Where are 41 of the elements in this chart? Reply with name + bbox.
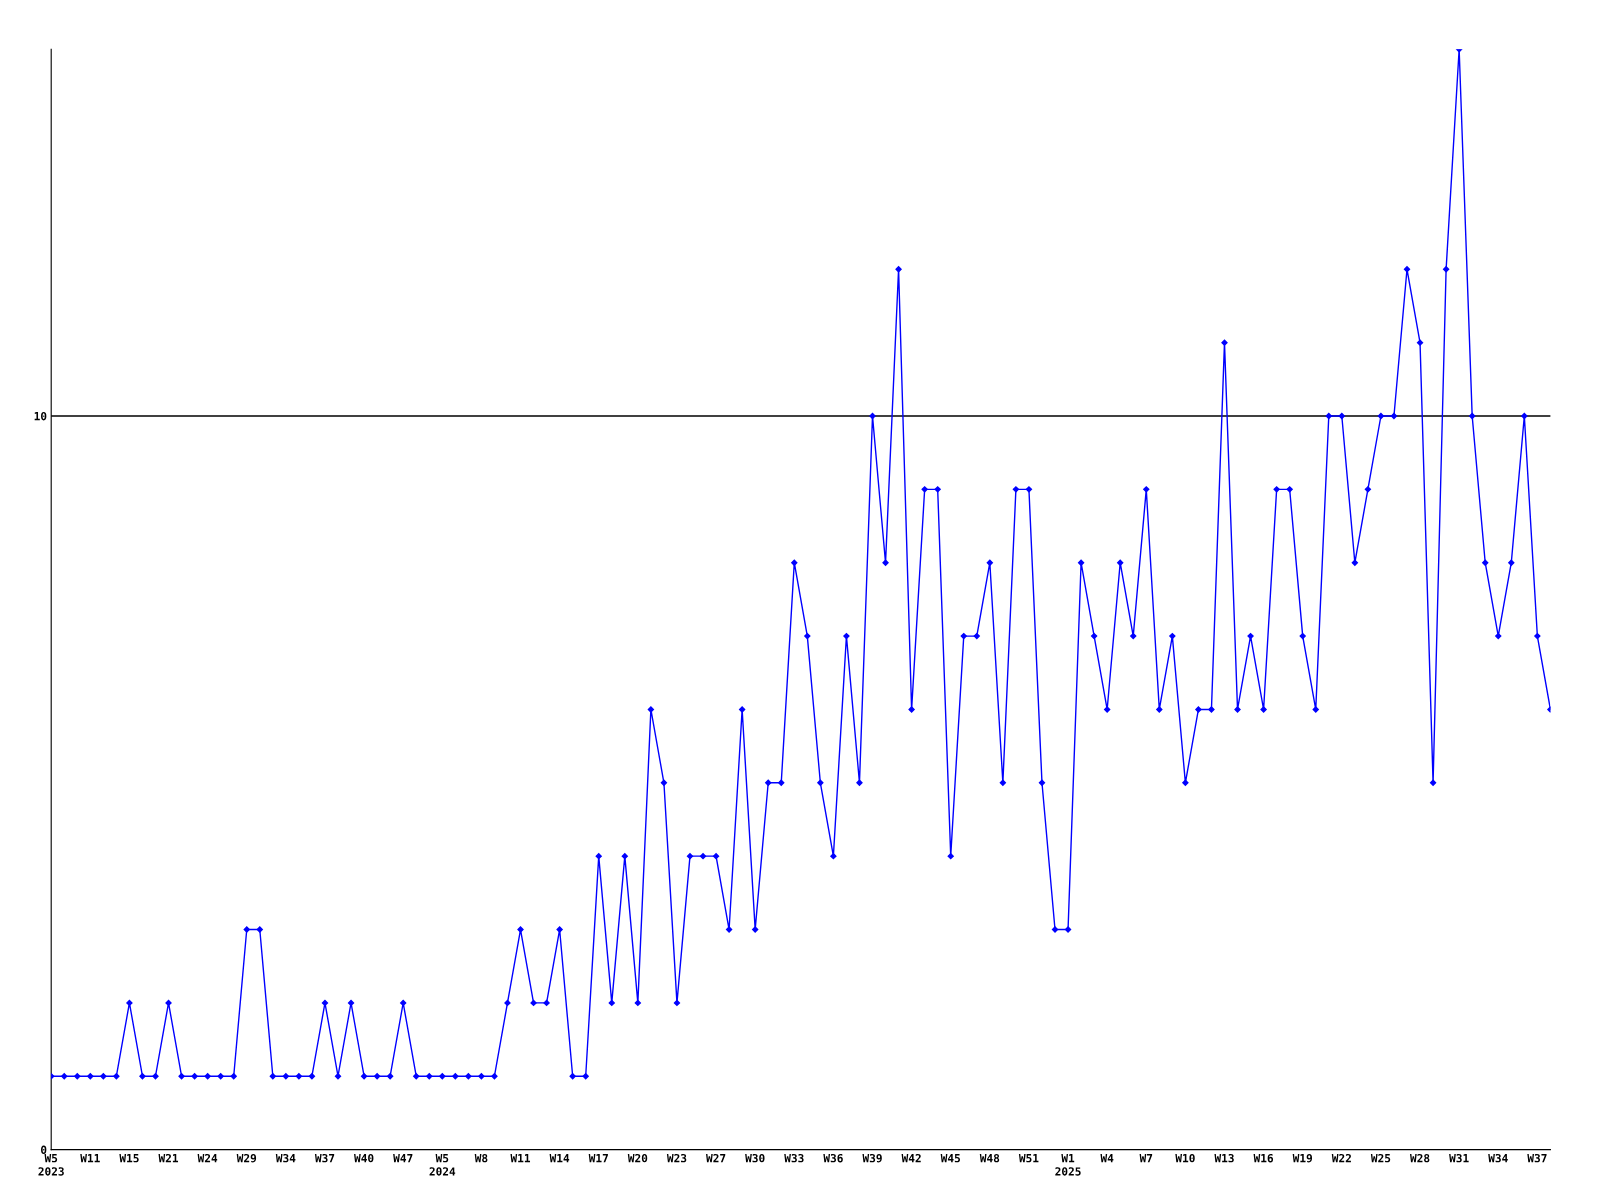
x-tick-label: W40 — [354, 1153, 374, 1163]
x-tick-label: W36 — [823, 1153, 843, 1163]
x-tick-label: W33 — [784, 1153, 804, 1163]
x-tick-label: W4 — [1100, 1154, 1114, 1163]
x-tick-label: W29 — [236, 1153, 257, 1163]
x-tick-label: W5 2023 — [38, 1154, 64, 1176]
y-tick-label: 0 — [41, 1145, 47, 1154]
x-tick-label: W5 2024 — [429, 1154, 456, 1176]
x-tick-label: W20 — [627, 1153, 648, 1163]
x-tick-label: W51 — [1018, 1154, 1039, 1163]
x-tick-label: W45 — [940, 1154, 960, 1163]
x-tick-label: W14 — [549, 1154, 570, 1163]
x-tick-label: W21 — [158, 1153, 179, 1163]
x-tick-label: W8 — [474, 1153, 488, 1163]
x-tick-label: W47 — [393, 1154, 413, 1163]
x-tick-label: W11 — [510, 1154, 531, 1163]
x-tick-label: W1 2025 — [1055, 1154, 1081, 1176]
x-tick-label: W37 — [314, 1153, 335, 1163]
x-tick-label: W48 — [979, 1153, 1000, 1163]
x-tick-label: W24 — [197, 1153, 218, 1163]
x-tick-label: W34 — [1488, 1153, 1508, 1163]
x-tick-label: W19 — [1292, 1154, 1313, 1163]
x-tick-label: W11 — [80, 1154, 100, 1163]
x-tick-label: W30 — [745, 1153, 765, 1163]
x-tick-label: W10 — [1175, 1153, 1195, 1163]
x-tick-label: W23 — [666, 1153, 687, 1163]
x-tick-label: W28 — [1410, 1153, 1430, 1163]
x-tick-label: W13 — [1214, 1153, 1234, 1163]
x-tick-label: W16 — [1253, 1153, 1274, 1163]
x-tick-label: W17 — [588, 1154, 608, 1163]
x-tick-label: W22 — [1331, 1153, 1351, 1163]
x-tick-label: W34 — [275, 1153, 296, 1163]
x-tick-label: W15 — [119, 1154, 139, 1163]
x-tick-label: W39 — [862, 1153, 882, 1163]
x-tick-label: W27 — [706, 1153, 726, 1163]
x-tick-label: W7 — [1139, 1154, 1153, 1163]
y-tick-label: 10 — [34, 411, 47, 421]
x-tick-label: W37 — [1527, 1153, 1547, 1163]
x-tick-label: W25 — [1370, 1153, 1391, 1163]
x-tick-label: W31 — [1449, 1153, 1469, 1163]
x-tick-label: W42 — [901, 1153, 921, 1163]
